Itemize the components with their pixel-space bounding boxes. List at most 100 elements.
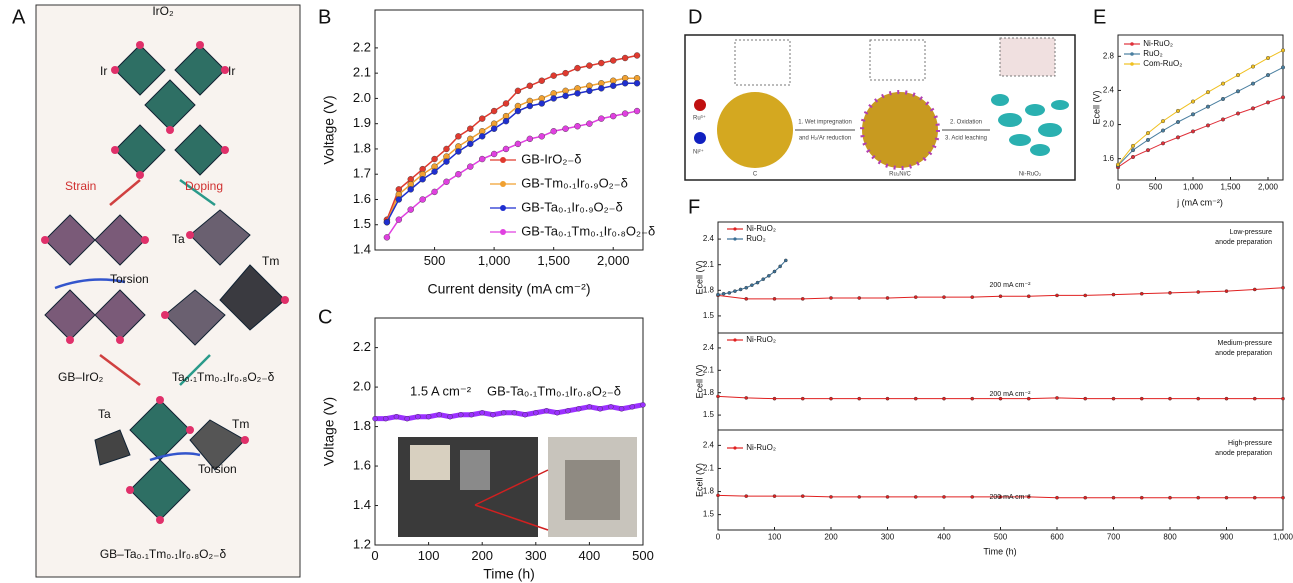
label: IrO₂	[152, 4, 174, 18]
marker	[383, 416, 388, 421]
marker	[432, 169, 438, 175]
x-tick-label: 400	[937, 532, 951, 541]
legend-label: RuO₂	[746, 234, 766, 243]
marker	[1191, 113, 1195, 117]
marker	[1236, 89, 1240, 93]
carbon	[717, 92, 793, 168]
marker	[1176, 120, 1180, 124]
y-tick-label: 1.8	[353, 418, 371, 433]
marker	[716, 395, 719, 398]
marker	[1112, 496, 1115, 499]
marker	[1140, 397, 1143, 400]
marker	[1146, 148, 1150, 152]
x-axis-title: Time (h)	[483, 566, 535, 582]
chart: 1.62.02.42.805001,0001,5002,000j (mA cm⁻…	[1091, 35, 1284, 207]
chart: 1.51.82.12.4Ecell (V)Ni-RuO₂Medium-press…	[694, 333, 1284, 430]
x-tick-label: 200	[824, 532, 838, 541]
marker	[539, 78, 545, 84]
marker	[598, 406, 603, 411]
annotation: anode preparation	[1215, 450, 1272, 457]
marker	[942, 296, 945, 299]
y-tick-label: 2.4	[703, 343, 715, 352]
marker	[527, 83, 533, 89]
label: Ru₃Ni/C	[889, 172, 911, 178]
marker	[503, 146, 509, 152]
marker	[756, 281, 759, 284]
plot-frame	[718, 430, 1283, 530]
marker	[634, 52, 640, 58]
marker	[733, 290, 736, 293]
label: Ta₀.₁Tm₀.₁Ir₀.₈O₂₋δ	[172, 370, 275, 384]
marker	[587, 404, 592, 409]
marker	[448, 414, 453, 419]
label: C	[753, 172, 758, 178]
marker	[722, 292, 725, 295]
y-tick-label: 1.8	[353, 140, 371, 155]
y-tick-label: 2.4	[703, 234, 715, 243]
marker	[608, 404, 613, 409]
marker	[999, 295, 1002, 298]
marker	[443, 159, 449, 165]
label: GB–IrO₂	[58, 370, 104, 384]
series-line	[387, 55, 637, 219]
marker	[574, 90, 580, 96]
y-tick-label: 1.2	[353, 536, 371, 551]
marker	[458, 412, 463, 417]
x-tick-label: 2,000	[597, 253, 630, 268]
label: Tm	[232, 417, 249, 431]
label: Tm	[262, 254, 279, 268]
legend-swatch	[1130, 62, 1134, 66]
marker	[563, 70, 569, 76]
legend-label: Ni-RuO₂	[746, 335, 776, 344]
marker	[576, 406, 581, 411]
marker	[942, 397, 945, 400]
annotation: GB-Ta₀.₁Tm₀.₁Ir₀.₈O₂₋δ	[487, 383, 621, 398]
marker	[914, 397, 917, 400]
marker	[1266, 56, 1270, 60]
marker	[1168, 397, 1171, 400]
marker	[551, 95, 557, 101]
y-tick-label: 1.5	[703, 410, 715, 419]
x-tick-label: 500	[994, 532, 1008, 541]
x-tick-label: 700	[1107, 532, 1121, 541]
y-tick-label: 1.5	[703, 311, 715, 320]
marker	[533, 410, 538, 415]
marker	[467, 126, 473, 132]
legend-swatch	[500, 157, 506, 163]
marker	[619, 406, 624, 411]
label: Ir	[100, 64, 107, 78]
y-axis-title: Voltage (V)	[321, 397, 337, 466]
x-tick-label: 1,500	[1220, 182, 1241, 191]
marker	[394, 414, 399, 419]
marker	[396, 196, 402, 202]
panel-label: C	[318, 306, 332, 328]
annotation: 1.5 A cm⁻²	[410, 383, 472, 398]
marker	[829, 495, 832, 498]
marker	[479, 156, 485, 162]
y-axis-title: Ecell (V)	[694, 463, 704, 497]
lattice	[1000, 38, 1055, 76]
label: 2. Oxidation	[950, 120, 982, 126]
y-tick-label: 1.5	[703, 510, 715, 519]
x-tick-label: 600	[1050, 532, 1064, 541]
annotation: Medium-pressure	[1218, 340, 1273, 347]
marker	[479, 133, 485, 139]
marker	[503, 118, 509, 124]
x-tick-label: 0	[371, 548, 378, 563]
marker	[1140, 292, 1143, 295]
marker	[1253, 397, 1256, 400]
panel-label: F	[688, 196, 700, 218]
marker	[1266, 73, 1270, 77]
legend-swatch	[500, 181, 506, 187]
diagram-d: Ru³⁺ Ni²⁺ C 1. Wet impregnation and H₂/A…	[685, 35, 1075, 180]
marker	[1176, 109, 1180, 113]
marker	[716, 293, 719, 296]
marker	[784, 259, 787, 262]
marker	[373, 416, 378, 421]
marker	[829, 397, 832, 400]
y-tick-label: 2.1	[703, 365, 715, 374]
marker	[1112, 397, 1115, 400]
y-tick-label: 2.2	[353, 39, 371, 54]
inset-photos	[398, 437, 637, 537]
legend-label: Ni-RuO₂	[746, 443, 776, 452]
